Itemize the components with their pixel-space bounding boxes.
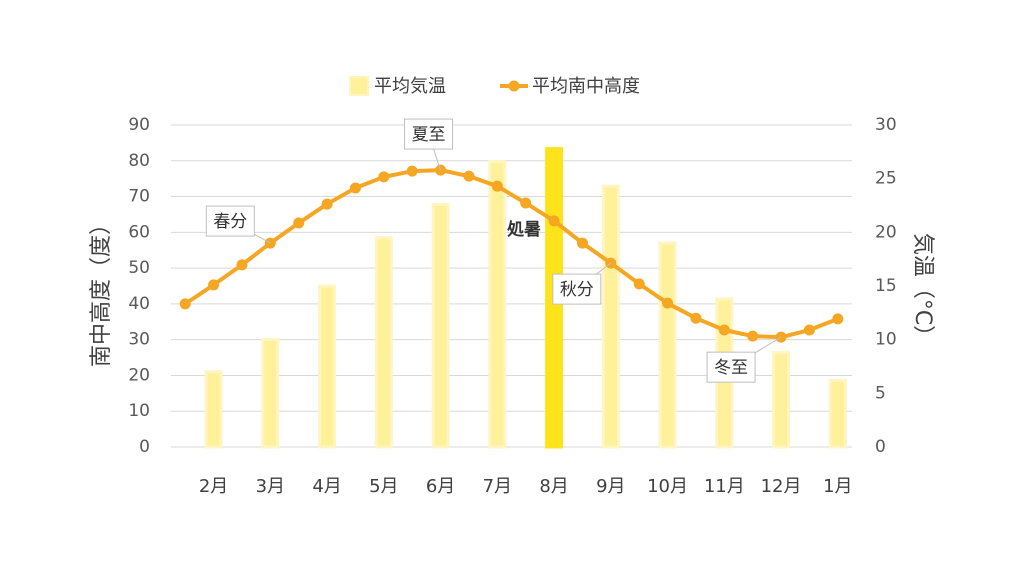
bar <box>601 184 620 449</box>
line-marker <box>520 197 532 209</box>
x-tick-label: 6月 <box>426 476 455 497</box>
line-marker <box>662 297 674 309</box>
y2-tick-label: 30 <box>875 115 897 135</box>
x-tick-label: 8月 <box>539 476 568 497</box>
y-tick-label: 30 <box>128 330 150 350</box>
legend-label: 平均気温 <box>374 76 446 97</box>
line-marker <box>803 324 815 336</box>
y-tick-label: 0 <box>139 437 150 457</box>
y2-tick-label: 25 <box>875 169 897 189</box>
bar <box>772 351 791 449</box>
line-marker <box>747 330 759 342</box>
line-marker <box>208 279 220 291</box>
x-tick-label: 4月 <box>312 476 341 497</box>
callout-box <box>404 118 454 150</box>
y2-tick-label: 5 <box>875 383 886 403</box>
callout-box <box>552 273 602 305</box>
x-tick-label: 10月 <box>647 476 688 497</box>
y-tick-label: 60 <box>128 222 150 242</box>
y-tick-label: 70 <box>128 187 150 207</box>
line-marker <box>179 298 191 310</box>
y-tick-label: 90 <box>128 115 150 135</box>
x-tick-label: 3月 <box>256 476 285 497</box>
line-marker <box>236 259 248 271</box>
legend: 平均気温 平均南中高度 <box>349 76 640 97</box>
x-tick-label: 11月 <box>704 476 745 497</box>
line-marker <box>349 182 361 194</box>
y-tick-label: 80 <box>128 151 150 171</box>
annotation: 夏至 <box>412 125 446 145</box>
bar <box>261 338 280 449</box>
y-tick-label: 20 <box>128 365 150 385</box>
bar <box>318 284 337 449</box>
y-tick-label: 40 <box>128 294 150 314</box>
bar <box>658 241 677 449</box>
x-tick-label: 2月 <box>199 476 228 497</box>
y2-tick-label: 15 <box>875 276 897 296</box>
y2-tick-label: 20 <box>875 222 897 242</box>
line-marker <box>633 278 645 290</box>
line-marker <box>491 180 503 192</box>
x-tick-label: 7月 <box>483 476 512 497</box>
x-tick-label: 9月 <box>596 476 625 497</box>
x-tick-label: 5月 <box>369 476 398 497</box>
x-tick-label: 1月 <box>823 476 852 497</box>
annotation: 秋分 <box>560 280 594 300</box>
line-marker <box>463 170 475 182</box>
line-marker <box>406 165 418 177</box>
y2-axis-title: 気温（°C） <box>910 233 935 347</box>
bar <box>204 370 223 449</box>
bar <box>431 202 450 449</box>
line-marker <box>321 198 333 210</box>
bar <box>488 159 507 449</box>
line-marker <box>378 171 390 183</box>
y2-tick-label: 0 <box>875 437 886 457</box>
annotation: 春分 <box>213 212 247 232</box>
y-tick-label: 10 <box>128 401 150 421</box>
line-marker <box>576 237 588 249</box>
annotation: 冬至 <box>714 358 748 378</box>
annotation: 処暑 <box>506 220 541 240</box>
bar <box>828 378 847 449</box>
legend-label: 平均南中高度 <box>532 76 640 97</box>
x-tick-label: 12月 <box>761 476 802 497</box>
y2-tick-label: 10 <box>875 330 897 350</box>
line-marker <box>293 217 305 229</box>
line-marker <box>718 324 730 336</box>
legend-swatch <box>349 76 369 96</box>
callout-box <box>706 351 756 383</box>
line <box>184 168 839 340</box>
line-marker <box>548 215 560 227</box>
bar <box>374 236 393 449</box>
y-tick-label: 50 <box>128 258 150 278</box>
line-marker <box>690 312 702 324</box>
line-marker <box>832 313 844 325</box>
legend-swatch <box>508 80 520 92</box>
y-axis-title: 南中高度（度） <box>89 213 114 367</box>
callout-box <box>205 205 255 237</box>
